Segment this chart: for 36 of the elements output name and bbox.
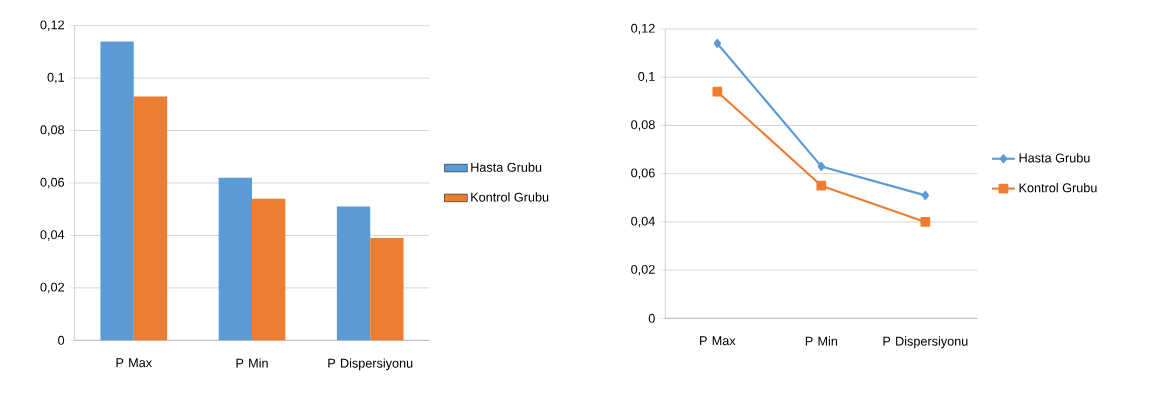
y-tick-label: 0: [648, 313, 655, 323]
y-tick-label: 0,08: [40, 125, 65, 136]
bar: [252, 198, 286, 341]
point: [713, 38, 722, 48]
y-tick-label: 0,06: [631, 168, 655, 179]
y-tick-label: 0,1: [638, 71, 655, 83]
point: [921, 190, 930, 200]
x-tick-label: P Min: [805, 336, 838, 346]
x-tick-label: P Dispersiyonu: [328, 358, 413, 371]
legend-label: Hasta Grubu: [1019, 153, 1090, 163]
bar: [100, 41, 134, 341]
bar: [336, 206, 371, 341]
y-tick-label: 0,1: [47, 72, 64, 84]
x-tick-label: P Min: [236, 358, 268, 368]
x-tick-label: P Dispersiyonu: [883, 336, 968, 349]
y-tick-label: 0,06: [40, 177, 65, 189]
y-tick-label: 0: [58, 335, 65, 345]
point: [816, 180, 827, 191]
x-tick-label: P Max: [116, 358, 152, 368]
point: [712, 86, 723, 97]
legend-label: Kontrol Grubu: [471, 192, 549, 202]
y-tick-label: 0,04: [631, 216, 655, 228]
bar: [370, 238, 404, 341]
y-tick-label: 0,02: [631, 264, 655, 276]
y-tick-label: 0,02: [40, 282, 64, 294]
bar: [133, 96, 168, 341]
y-tick-label: 0,04: [40, 230, 65, 241]
legend-label: Kontrol Grubu: [1019, 183, 1097, 193]
legend-label: Hasta Grubu: [471, 162, 542, 172]
point: [920, 217, 931, 227]
point: [817, 161, 826, 171]
x-tick-label: P Max: [700, 336, 736, 346]
y-tick-label: 0,12: [40, 20, 64, 31]
bar: [218, 177, 252, 341]
y-tick-label: 0,08: [631, 120, 655, 131]
y-tick-label: 0,12: [631, 23, 655, 35]
